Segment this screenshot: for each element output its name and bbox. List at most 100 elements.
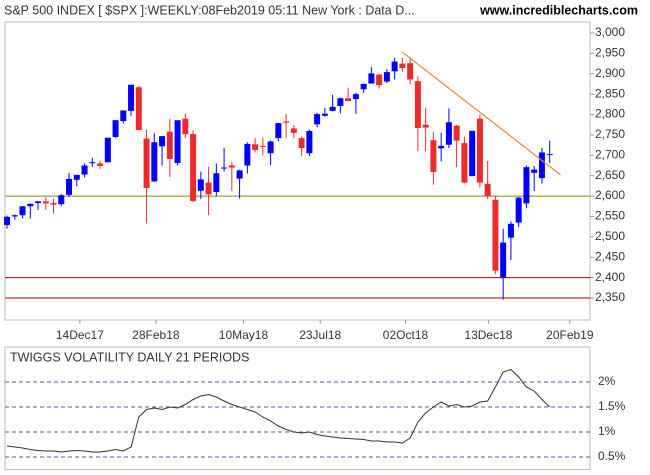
candle-body xyxy=(50,203,57,205)
candle-body xyxy=(89,162,96,164)
y-tick-label: 3,000 xyxy=(595,25,625,39)
candle-body xyxy=(182,118,189,135)
panel-title: TWIGGS VOLATILITY DAILY 21 PERIODS xyxy=(10,350,249,364)
candle-body xyxy=(252,144,259,151)
candle-body xyxy=(112,120,119,137)
candle-body xyxy=(197,179,204,191)
y-tick-label: 1.5% xyxy=(598,399,626,413)
candle-body xyxy=(414,81,421,128)
y-tick-label: 2,800 xyxy=(595,107,625,121)
candle-body xyxy=(438,145,445,149)
price-frame xyxy=(4,21,591,321)
candle-body xyxy=(407,63,414,80)
candle-body xyxy=(329,106,336,111)
candle-body xyxy=(11,215,18,217)
candle-body xyxy=(546,154,553,156)
candle-body xyxy=(159,136,166,147)
candle-body xyxy=(383,72,390,82)
y-tick-label: 2,400 xyxy=(595,270,625,284)
x-tick-label: 28Feb18 xyxy=(132,328,180,342)
y-tick-label: 2% xyxy=(598,374,616,388)
site-url: www.incrediblecharts.com xyxy=(479,3,638,17)
candle-body xyxy=(42,201,49,204)
candle-body xyxy=(469,130,476,177)
x-tick-label: 20Feb19 xyxy=(546,328,594,342)
candle-body xyxy=(58,195,65,205)
candle-body xyxy=(391,61,398,72)
y-tick-label: 2,350 xyxy=(595,290,625,304)
candle-body xyxy=(236,170,243,179)
candle-body xyxy=(352,94,359,100)
candle-body xyxy=(376,74,383,86)
y-tick-label: 2,500 xyxy=(595,229,625,243)
candle-body xyxy=(259,145,266,147)
x-tick-label: 14Dec17 xyxy=(56,328,104,342)
y-tick-label: 2,600 xyxy=(595,188,625,202)
x-tick-label: 10May18 xyxy=(219,328,269,342)
x-tick-label: 02Oct18 xyxy=(383,328,429,342)
candle-body xyxy=(430,140,437,173)
candle-body xyxy=(445,122,452,145)
candle-body xyxy=(190,134,197,201)
candle-body xyxy=(492,199,499,271)
candle-body xyxy=(538,152,545,179)
y-tick-label: 0.5% xyxy=(598,449,626,463)
chart-title: S&P 500 INDEX [ $SPX ]:WEEKLY:08Feb2019 … xyxy=(4,3,415,17)
candle-body xyxy=(135,87,142,131)
candle-body xyxy=(151,142,158,182)
candle-body xyxy=(73,174,80,180)
candle-body xyxy=(104,137,111,163)
volatility-line xyxy=(6,368,551,453)
candle-body xyxy=(128,84,135,111)
candle-body xyxy=(19,206,26,216)
candle-body xyxy=(267,141,274,154)
candle-body xyxy=(337,98,344,106)
x-tick-label: 13Dec18 xyxy=(464,328,512,342)
candle-body xyxy=(290,128,297,133)
y-tick-label: 2,450 xyxy=(595,249,625,263)
candle-body xyxy=(314,114,321,125)
candle-body xyxy=(81,165,88,175)
y-tick-label: 2,950 xyxy=(595,46,625,60)
y-tick-label: 1% xyxy=(598,424,616,438)
candle-body xyxy=(143,138,150,188)
candle-body xyxy=(461,143,468,183)
candle-body xyxy=(507,223,514,238)
candle-body xyxy=(97,163,104,166)
y-tick-label: 2,650 xyxy=(595,168,625,182)
candle-body xyxy=(120,110,127,122)
candle-body xyxy=(515,197,522,223)
candle-body xyxy=(306,130,313,154)
y-tick-label: 2,850 xyxy=(595,86,625,100)
y-tick-label: 2,750 xyxy=(595,127,625,141)
candle-body xyxy=(345,98,352,102)
candle-body xyxy=(368,73,375,84)
candle-body xyxy=(205,182,212,195)
trendline xyxy=(402,51,561,176)
candle-body xyxy=(453,125,460,141)
candle-body xyxy=(275,123,282,139)
candle-body xyxy=(244,143,251,166)
candle-body xyxy=(27,203,34,207)
candle-body xyxy=(531,169,538,173)
candle-body xyxy=(166,131,173,159)
candle-body xyxy=(35,201,42,204)
candle-body xyxy=(399,63,406,69)
candle-body xyxy=(360,83,367,90)
candle-body xyxy=(213,173,220,192)
y-tick-label: 2,550 xyxy=(595,209,625,223)
x-tick-label: 23Jul18 xyxy=(299,328,341,342)
candle-body xyxy=(283,121,290,123)
y-tick-label: 2,900 xyxy=(595,66,625,80)
candle-body xyxy=(523,167,530,204)
candle-body xyxy=(500,242,507,278)
candle-body xyxy=(298,138,305,148)
volatility-frame xyxy=(4,346,591,470)
candle-body xyxy=(174,120,181,164)
candle-body xyxy=(66,178,73,195)
y-tick-label: 2,700 xyxy=(595,147,625,161)
candle-body xyxy=(321,113,328,116)
candle-body xyxy=(422,124,429,128)
